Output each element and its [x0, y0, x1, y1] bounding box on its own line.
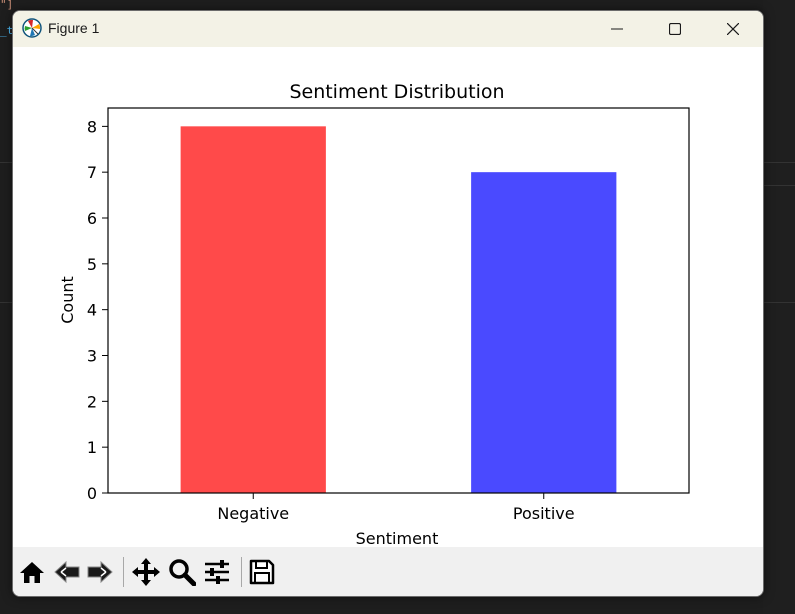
y-tick-label: 7 — [87, 163, 97, 182]
y-tick-label: 6 — [87, 209, 97, 228]
pan-icon — [132, 558, 160, 586]
maximize-icon — [669, 23, 681, 35]
home-button[interactable] — [16, 555, 48, 589]
y-axis-ticks: 0 1 2 3 4 5 6 7 8 — [87, 117, 108, 503]
background-panel — [763, 0, 795, 614]
y-tick-label: 5 — [87, 255, 97, 274]
toolbar-separator — [241, 557, 242, 587]
maximize-button[interactable] — [646, 11, 704, 47]
background-divider — [0, 302, 12, 303]
back-button[interactable] — [51, 555, 83, 589]
bar-negative — [180, 126, 326, 493]
close-icon — [727, 23, 739, 35]
x-tick-label: Negative — [217, 504, 289, 523]
y-tick-label: 2 — [87, 392, 97, 411]
y-tick-label: 3 — [87, 347, 97, 366]
axes-frame — [107, 107, 690, 494]
close-button[interactable] — [704, 11, 762, 47]
y-tick-label: 8 — [87, 117, 97, 136]
zoom-button[interactable] — [166, 555, 198, 589]
minimize-button[interactable] — [588, 11, 646, 47]
zoom-icon — [169, 559, 196, 586]
figure-canvas[interactable]: Sentiment Distribution 0 1 2 3 4 5 6 7 8 Negativ… — [13, 47, 763, 548]
pan-button[interactable] — [130, 555, 162, 589]
back-arrow-icon — [54, 560, 80, 584]
svg-text:_t: _t — [0, 24, 13, 37]
x-tick-label: Positive — [513, 504, 575, 523]
toolbar-separator — [123, 557, 124, 587]
forward-button[interactable] — [84, 555, 116, 589]
x-axis-label: Sentiment — [356, 529, 439, 547]
y-tick-label: 1 — [87, 438, 97, 457]
navigation-toolbar — [13, 547, 763, 596]
bar-positive — [471, 172, 617, 493]
forward-arrow-icon — [87, 560, 113, 584]
y-tick-label: 4 — [87, 301, 97, 320]
y-axis-label: Count — [58, 276, 77, 324]
minimize-icon — [611, 28, 623, 30]
svg-text:"]: "] — [0, 0, 13, 11]
bar-chart: Sentiment Distribution 0 1 2 3 4 5 6 7 8 Negativ… — [58, 81, 690, 548]
background-code-fragment: "] _t — [0, 0, 40, 40]
x-axis-ticks: Negative Positive — [217, 493, 575, 523]
title-bar[interactable]: Figure 1 — [13, 11, 763, 47]
configure-subplots-button[interactable] — [201, 555, 233, 589]
save-button[interactable] — [246, 555, 278, 589]
figure-window: Figure 1 Sentiment Distribution 0 1 2 3 4 5 6 7… — [12, 10, 764, 597]
home-icon — [20, 562, 44, 583]
bars — [180, 126, 617, 493]
save-icon — [249, 559, 275, 585]
y-tick-label: 0 — [87, 484, 97, 503]
window-title: Figure 1 — [48, 20, 100, 36]
configure-subplots-icon — [205, 560, 229, 584]
chart-title: Sentiment Distribution — [289, 81, 504, 103]
background-divider — [0, 162, 12, 163]
matplotlib-logo-icon — [22, 18, 42, 38]
